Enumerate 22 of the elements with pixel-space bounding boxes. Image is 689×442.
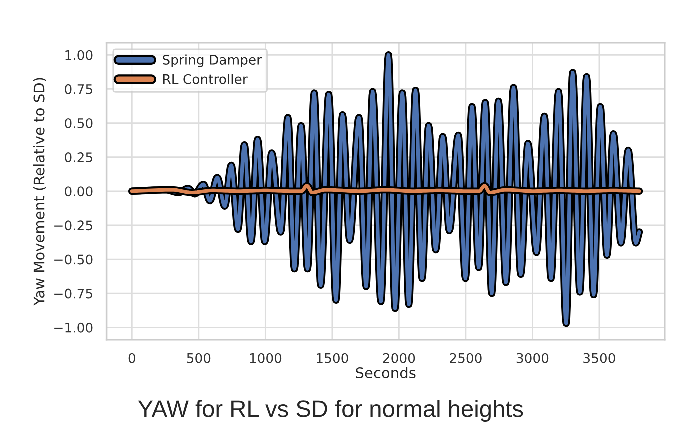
y-tick-label: −1.00 — [54, 322, 93, 333]
x-tick-label: 0 — [128, 353, 136, 364]
x-tick-label: 500 — [187, 353, 211, 364]
x-axis-title: Seconds — [356, 367, 416, 379]
y-tick-label: 0.75 — [65, 84, 92, 94]
y-tick-label: 0.25 — [65, 152, 92, 163]
legend-label: RL Controller — [164, 74, 248, 84]
x-tick-label: 3500 — [584, 353, 616, 364]
text: YAW for RL vs SD for normal heights — [138, 400, 524, 422]
legend-label: Spring Damper — [163, 54, 262, 68]
x-tick-label: 2000 — [383, 353, 416, 364]
x-tick-label: 1500 — [317, 353, 348, 364]
y-tick-label: 0.50 — [65, 118, 93, 128]
x-tick-label: 2500 — [450, 353, 482, 364]
y-tick-label: −0.75 — [54, 288, 92, 299]
y-tick-label: −0.25 — [54, 220, 92, 231]
x-tick-label: 3000 — [516, 353, 549, 364]
y-axis-title: Yaw Movement (Relative to SD) — [33, 78, 46, 306]
y-tick-label: −0.50 — [54, 254, 93, 265]
y-tick-label: 1.00 — [66, 50, 93, 60]
x-tick-label: 1000 — [250, 353, 282, 364]
y-tick-label: 0.00 — [65, 186, 93, 197]
